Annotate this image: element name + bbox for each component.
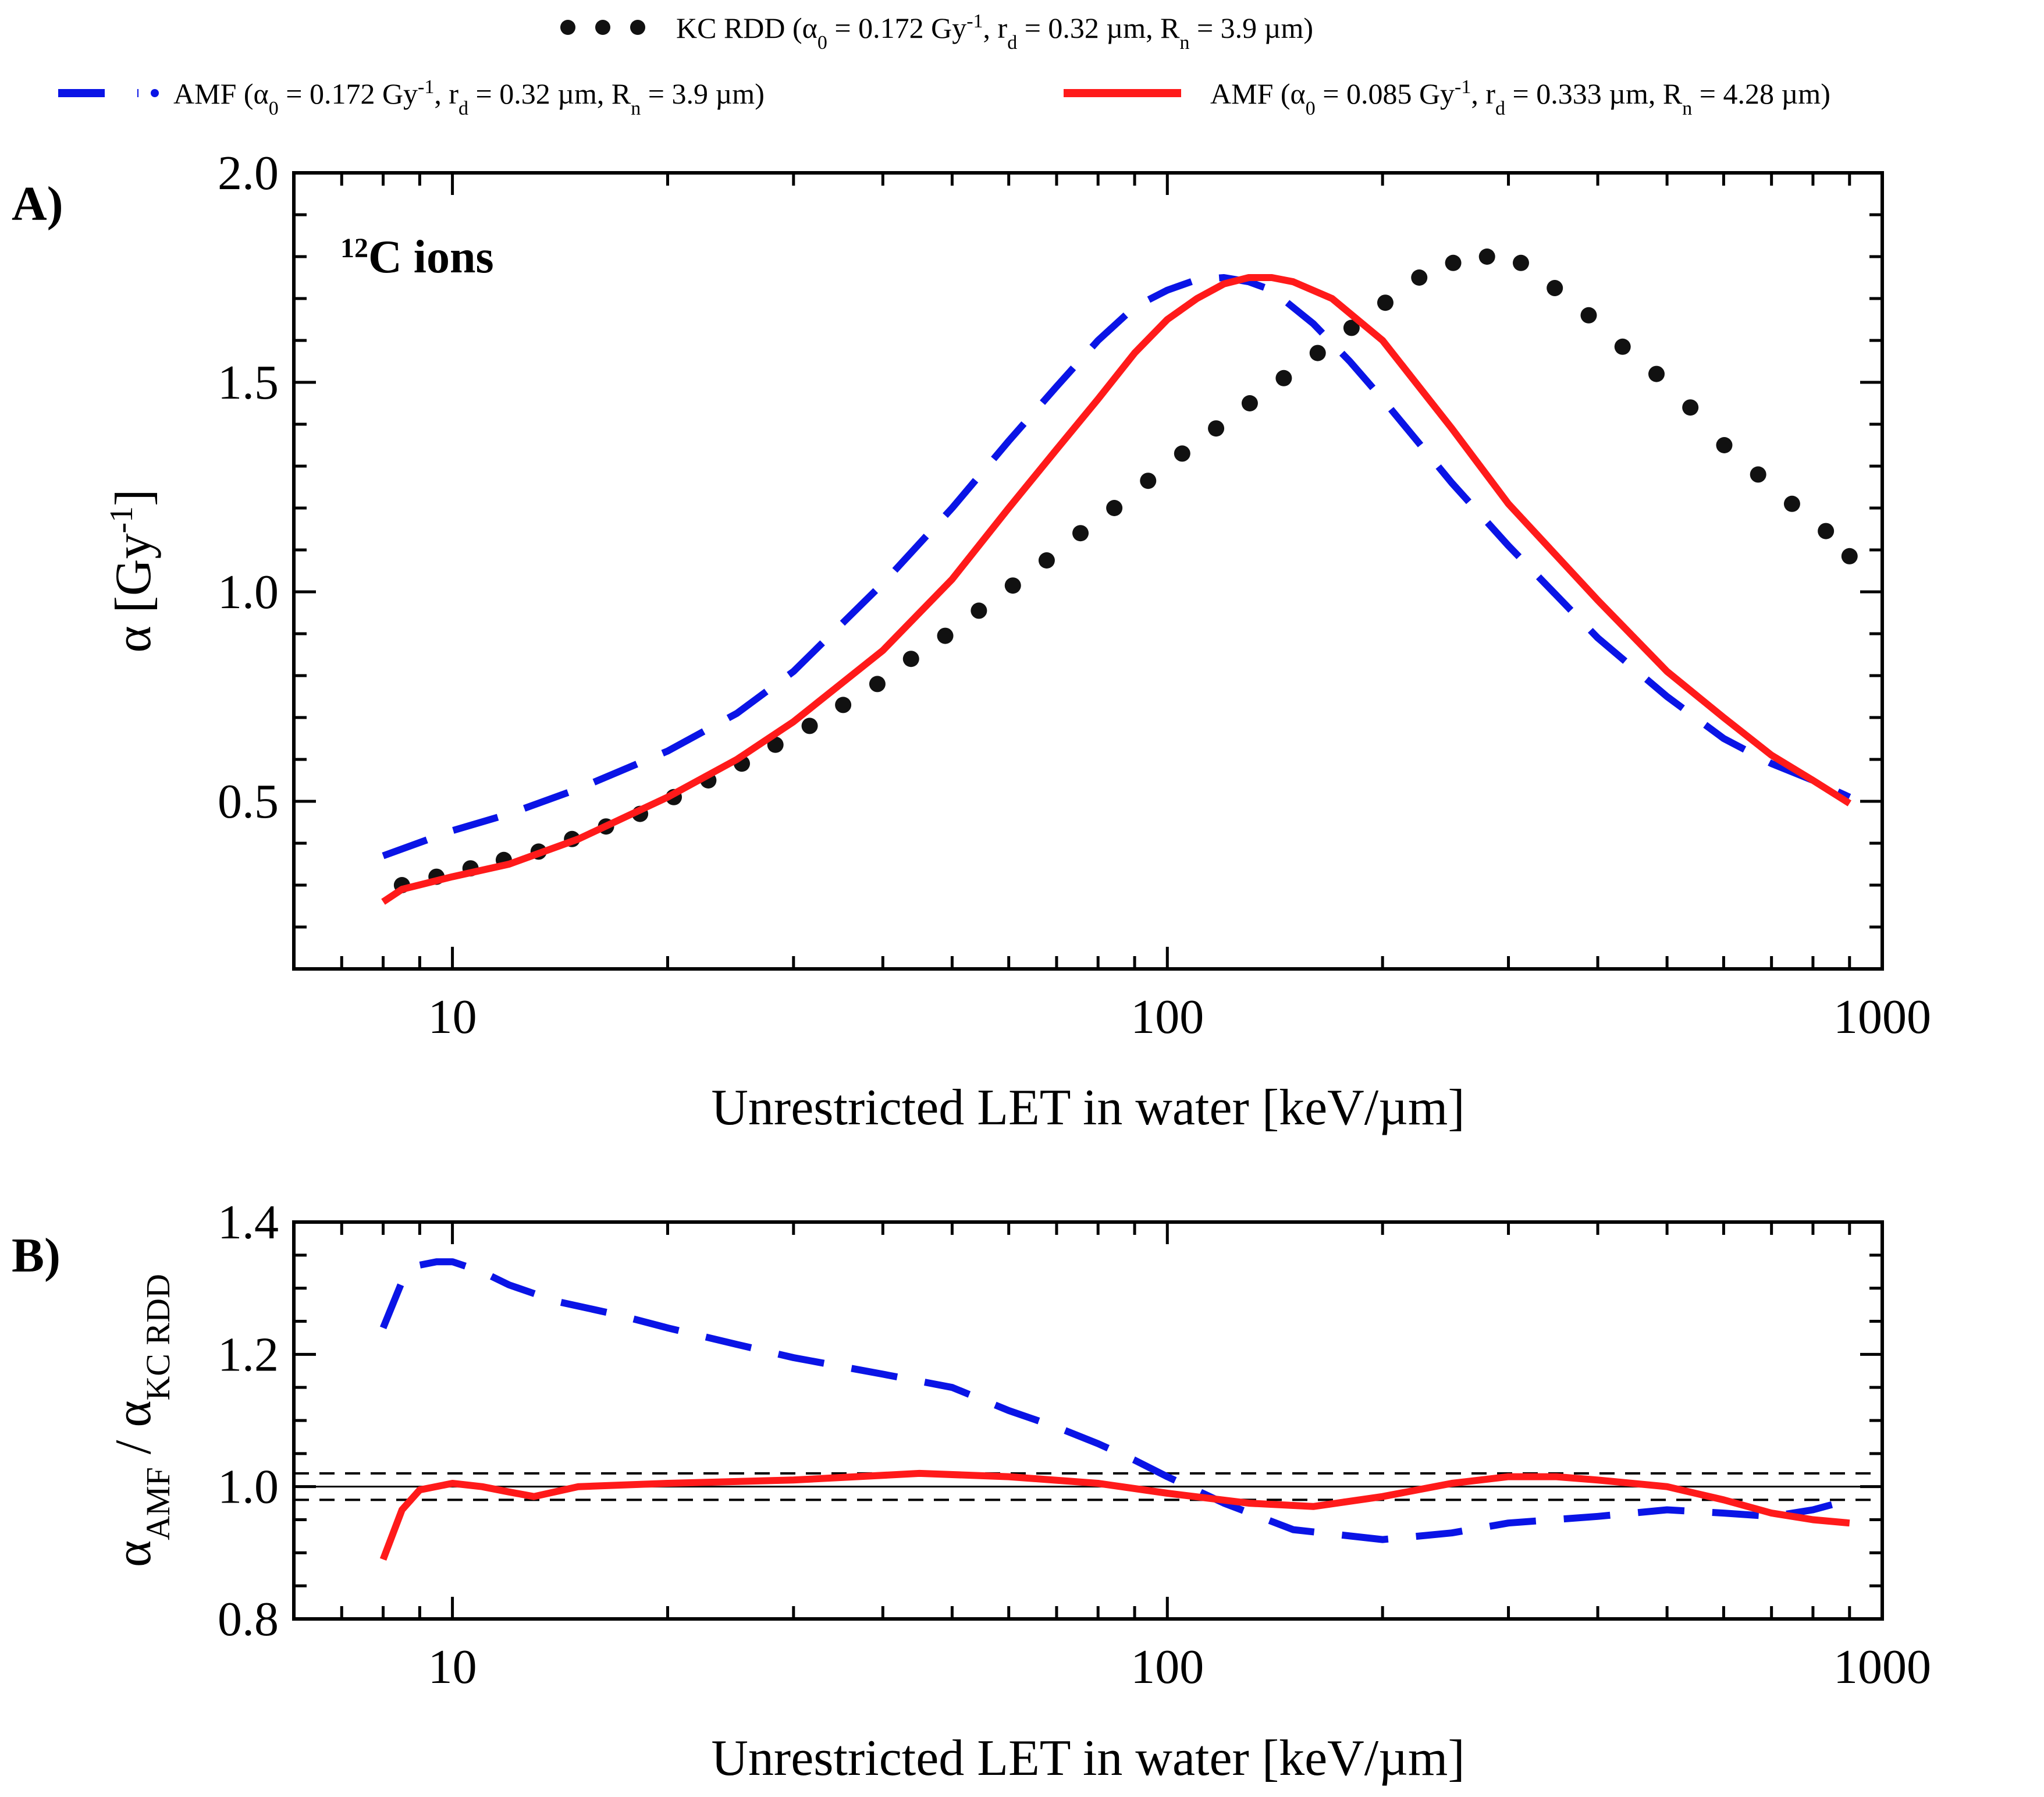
kc-rdd-point	[1841, 548, 1858, 564]
y-tick-label: 0.8	[218, 1592, 279, 1646]
panel-b-tick-labels: 10 100 1000 0.8 1.0 1.2 1.4	[218, 1195, 1931, 1694]
legend-kc-swatch	[560, 20, 645, 35]
kc-rdd-point	[1174, 445, 1190, 462]
kc-rdd-point	[1716, 437, 1733, 453]
ion-annotation: 12C ions	[340, 232, 494, 283]
legend-amf1-label: AMF (α0 = 0.172 Gy-1, rd = 0.32 µm, Rn =…	[173, 76, 765, 119]
panel-b-y-axis-label: αAMF / αKC RDD	[105, 1274, 177, 1567]
kc-rdd-point	[1275, 370, 1292, 386]
legend-kc-label: KC RDD (α0 = 0.172 Gy-1, rd = 0.32 µm, R…	[676, 10, 1313, 54]
x-tick-label: 10	[428, 1640, 477, 1694]
panel-a-y-axis-label: α [Gy-1]	[104, 489, 162, 653]
kc-rdd-point	[1241, 395, 1258, 411]
kc-rdd-point	[1614, 338, 1631, 355]
kc-rdd-point	[1106, 500, 1123, 516]
legend-amf2-label: AMF (α0 = 0.085 Gy-1, rd = 0.333 µm, Rn …	[1210, 76, 1830, 119]
kc-rdd-point	[937, 627, 954, 644]
x-tick-label: 100	[1131, 990, 1204, 1044]
y-tick-label: 1.2	[218, 1327, 279, 1382]
kc-rdd-point	[1818, 523, 1835, 539]
panel-a: A) 12C ions 10 100 1000 0.5 1.0 1.5 2.0 Unrest…	[12, 146, 1931, 1136]
panel-b-x-axis-label: Unrestricted LET in water [keV/µm]	[711, 1730, 1464, 1787]
kc-rdd-point	[1648, 365, 1665, 382]
panel-a-x-axis-label: Unrestricted LET in water [keV/µm]	[711, 1079, 1464, 1136]
kc-rdd-point	[1140, 473, 1157, 489]
kc-rdd-point	[801, 718, 818, 734]
x-tick-label: 1000	[1833, 1640, 1931, 1694]
y-tick-label: 1.0	[218, 1460, 279, 1514]
kc-rdd-point	[1309, 345, 1326, 361]
y-tick-label: 2.0	[218, 146, 279, 200]
x-tick-label: 1000	[1833, 990, 1931, 1044]
amf-172-line	[382, 274, 1851, 860]
kc-rdd-point	[1512, 254, 1529, 271]
kc-rdd-point	[1750, 466, 1766, 483]
kc-rdd-point	[902, 651, 919, 667]
legend: KC RDD (α0 = 0.172 Gy-1, rd = 0.32 µm, R…	[58, 10, 1830, 119]
y-tick-label: 0.5	[218, 775, 279, 829]
panel-b-frame	[292, 1220, 1884, 1621]
panel-b-reference-lines	[294, 1472, 1882, 1501]
kc-rdd-point	[1343, 319, 1360, 336]
y-tick-label: 1.5	[218, 356, 279, 410]
legend-amf1-swatch	[58, 89, 159, 97]
kc-rdd-point	[1783, 495, 1800, 512]
kc-rdd-point	[1038, 552, 1055, 569]
amf-085-line	[381, 274, 1851, 905]
kc-rdd-point	[1682, 399, 1699, 416]
x-tick-label: 10	[428, 990, 477, 1044]
panel-a-label: A)	[12, 177, 63, 231]
kc-rdd-point	[1547, 280, 1563, 296]
panel-a-series	[381, 248, 1858, 905]
panel-a-tick-labels: 10 100 1000 0.5 1.0 1.5 2.0	[218, 146, 1931, 1044]
amf-085-line	[379, 1469, 1850, 1561]
kc-rdd-point	[869, 676, 886, 692]
y-tick-label: 1.4	[218, 1195, 279, 1249]
y-tick-label: 1.0	[218, 565, 279, 619]
panel-b-label: B)	[12, 1228, 61, 1283]
panel-a-frame	[292, 171, 1884, 971]
panel-a-ticks	[292, 171, 1882, 971]
kc-rdd-point	[1445, 254, 1462, 271]
kc-rdd-point	[1004, 577, 1021, 594]
kc-rdd-point	[1072, 525, 1089, 542]
kc-rdd-point	[1411, 269, 1428, 286]
kc-rdd-point	[1478, 248, 1495, 265]
kc-rdd-point	[835, 697, 852, 713]
kc-rdd-point	[767, 736, 784, 753]
amf-172-line	[379, 1258, 1851, 1543]
kc-rdd-point	[971, 602, 987, 619]
panel-b: B) 10 100 1000 0.8 1.0 1.2 1.4 Unrestricted LE…	[12, 1195, 1931, 1787]
kc-rdd-point	[1580, 307, 1597, 324]
panel-b-series	[379, 1258, 1851, 1561]
kc-rdd-point	[1377, 294, 1394, 311]
panel-b-ticks	[292, 1220, 1882, 1621]
kc-rdd-point	[1208, 420, 1225, 437]
x-tick-label: 100	[1131, 1640, 1204, 1694]
